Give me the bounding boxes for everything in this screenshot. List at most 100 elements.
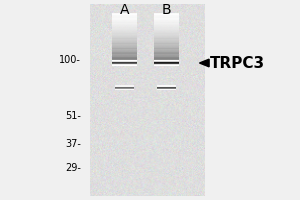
Bar bbox=[154, 43, 179, 45]
Bar bbox=[112, 52, 136, 54]
Bar bbox=[112, 22, 136, 24]
Bar bbox=[112, 64, 136, 65]
Polygon shape bbox=[200, 59, 209, 67]
Bar bbox=[154, 17, 179, 19]
Bar bbox=[112, 14, 136, 16]
Bar bbox=[115, 86, 134, 87]
Bar bbox=[154, 41, 179, 42]
Bar bbox=[112, 35, 136, 36]
Bar bbox=[112, 63, 136, 64]
Bar bbox=[157, 89, 176, 90]
Text: 51-: 51- bbox=[65, 111, 81, 121]
Bar bbox=[112, 62, 136, 63]
Bar bbox=[154, 61, 179, 62]
Bar bbox=[112, 43, 136, 45]
Bar bbox=[157, 87, 176, 88]
Text: B: B bbox=[162, 3, 171, 17]
Bar bbox=[154, 62, 179, 64]
Bar bbox=[154, 33, 179, 35]
Bar bbox=[154, 46, 179, 47]
Bar bbox=[115, 86, 134, 87]
Bar bbox=[154, 62, 179, 63]
Bar bbox=[112, 62, 136, 64]
Bar bbox=[154, 53, 179, 55]
Bar bbox=[112, 24, 136, 26]
Bar bbox=[154, 23, 179, 25]
Bar bbox=[154, 60, 179, 61]
Bar bbox=[154, 45, 179, 46]
Bar bbox=[154, 47, 179, 49]
Bar bbox=[112, 42, 136, 44]
Bar bbox=[112, 13, 136, 15]
Bar bbox=[154, 65, 179, 66]
Bar bbox=[112, 28, 136, 30]
Bar bbox=[115, 89, 134, 90]
Bar bbox=[154, 19, 179, 21]
Bar bbox=[112, 48, 136, 50]
Bar bbox=[154, 21, 179, 22]
Bar bbox=[154, 26, 179, 27]
Bar bbox=[112, 63, 136, 64]
Bar bbox=[112, 37, 136, 39]
Bar bbox=[154, 56, 179, 58]
Bar bbox=[154, 60, 179, 61]
Bar bbox=[154, 16, 179, 17]
Bar bbox=[115, 89, 134, 90]
Bar bbox=[157, 85, 176, 86]
Bar bbox=[157, 88, 176, 89]
Bar bbox=[112, 65, 136, 66]
Bar bbox=[112, 23, 136, 25]
Bar bbox=[112, 30, 136, 31]
Bar bbox=[154, 32, 179, 34]
Text: TRPC3: TRPC3 bbox=[210, 55, 265, 71]
Bar bbox=[115, 87, 134, 88]
Bar bbox=[112, 61, 136, 62]
Bar bbox=[112, 40, 136, 41]
Bar bbox=[112, 61, 136, 62]
Bar bbox=[154, 58, 179, 60]
Bar bbox=[112, 19, 136, 21]
Bar bbox=[154, 13, 179, 15]
Bar bbox=[112, 61, 136, 63]
Bar bbox=[112, 36, 136, 37]
Text: 37-: 37- bbox=[65, 139, 81, 149]
Bar bbox=[154, 38, 179, 40]
Bar bbox=[157, 89, 176, 90]
Bar bbox=[115, 88, 134, 89]
Bar bbox=[112, 41, 136, 42]
Bar bbox=[154, 27, 179, 29]
Bar bbox=[154, 57, 179, 59]
Bar bbox=[154, 42, 179, 44]
Text: 29-: 29- bbox=[65, 163, 81, 173]
Bar bbox=[112, 21, 136, 22]
Bar bbox=[154, 48, 179, 50]
Bar bbox=[112, 45, 136, 46]
Bar bbox=[157, 87, 176, 88]
Bar bbox=[154, 22, 179, 24]
Bar bbox=[112, 47, 136, 49]
Bar bbox=[112, 17, 136, 19]
Bar bbox=[154, 52, 179, 54]
Bar bbox=[112, 18, 136, 20]
Bar bbox=[112, 64, 136, 65]
Bar bbox=[112, 27, 136, 29]
Bar bbox=[154, 14, 179, 16]
Text: A: A bbox=[120, 3, 129, 17]
Bar bbox=[154, 61, 179, 63]
Bar bbox=[154, 61, 179, 62]
Bar bbox=[154, 31, 179, 32]
Bar bbox=[154, 40, 179, 41]
Bar bbox=[112, 53, 136, 55]
Bar bbox=[154, 30, 179, 31]
Bar bbox=[154, 37, 179, 39]
Bar bbox=[154, 51, 179, 53]
Bar bbox=[154, 62, 179, 63]
Bar bbox=[112, 46, 136, 47]
Bar bbox=[154, 24, 179, 26]
Bar bbox=[112, 26, 136, 27]
Text: 100-: 100- bbox=[59, 55, 81, 65]
Bar bbox=[112, 60, 136, 61]
Bar bbox=[154, 64, 179, 65]
Bar bbox=[112, 60, 136, 61]
Bar bbox=[154, 60, 179, 61]
